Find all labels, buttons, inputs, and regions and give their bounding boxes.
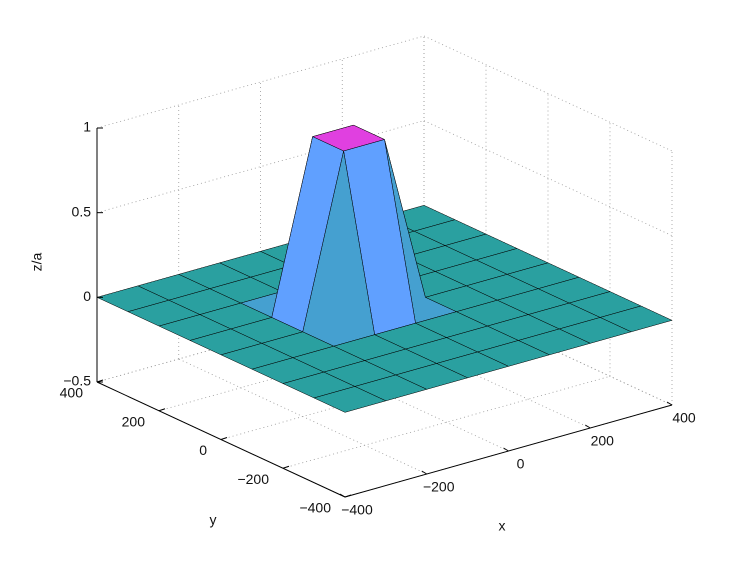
y-tick-label: 400 [60,385,84,401]
y-tick-label: 200 [122,413,146,429]
x-tick-label: −200 [423,479,455,495]
z-tick-label: −0.5 [63,373,91,389]
grid-line [96,35,425,129]
grid-line [96,289,425,383]
x-tick [503,447,509,452]
x-tick [421,470,428,475]
grid-line [282,375,611,469]
y-tick [220,437,228,440]
y-axis-label: y [210,512,217,528]
x-tick [584,424,591,429]
y-tick [344,494,352,498]
y-tick [96,379,104,383]
x-tick-label: −400 [341,502,373,518]
z-tick-label: 0 [83,288,91,304]
y-tick-label: −200 [237,471,269,487]
grid-line [220,347,549,440]
x-tick [339,493,346,498]
grid-line [423,35,673,152]
y-tick-label: −400 [299,500,331,516]
x-tick-label: 200 [591,433,615,449]
z-tick-label: 1 [83,119,91,135]
x-axis-label: x [499,518,506,534]
y-tick-label: 0 [199,442,207,458]
grid-line [96,120,425,214]
grid-line [423,120,673,237]
y-tick [282,465,290,469]
z-axis-label: z/a [29,252,45,271]
grid-line [158,318,487,412]
z-tick-label: 0.5 [72,203,92,219]
x-tick [666,401,673,406]
x-tick-label: 400 [672,410,696,426]
surface-patch [313,386,387,413]
x-tick-label: 0 [517,456,525,472]
y-tick [158,408,166,412]
